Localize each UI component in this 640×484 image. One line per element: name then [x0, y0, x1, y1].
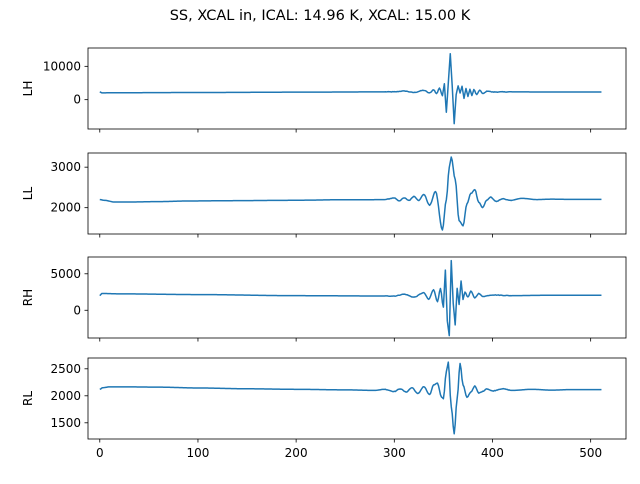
- series-line-RH: [99, 259, 602, 337]
- y-tick-label-LH: 0: [73, 93, 81, 107]
- x-tick-label: 300: [383, 446, 406, 460]
- y-tick-label-RL: 2000: [50, 389, 81, 403]
- axes-frame-RL: [87, 357, 627, 440]
- y-tick-label-RH: 5000: [50, 267, 81, 281]
- x-tick-label: 0: [96, 446, 104, 460]
- y-tick-label-RL: 2500: [50, 362, 81, 376]
- x-tick-label: 500: [579, 446, 602, 460]
- x-tick-label: 200: [285, 446, 308, 460]
- x-tick-label: 400: [481, 446, 504, 460]
- axes-frame-LH: [87, 47, 627, 130]
- series-line-RL: [99, 361, 602, 435]
- y-axis-label-LH: LH: [21, 81, 35, 97]
- axes-frame-RH: [87, 256, 627, 339]
- y-axis-label-RH: RH: [21, 289, 35, 306]
- y-tick-label-LL: 3000: [50, 160, 81, 174]
- x-tick-label: 100: [187, 446, 210, 460]
- axes-frame-LL: [87, 152, 627, 235]
- figure-title: SS, XCAL in, ICAL: 14.96 K, XCAL: 15.00 …: [169, 8, 471, 24]
- y-tick-label-RL: 1500: [50, 416, 81, 430]
- series-line-LL: [99, 156, 602, 231]
- y-axis-label-LL: LL: [21, 187, 35, 201]
- y-axis-label-RL: RL: [21, 391, 35, 406]
- series-line-LH: [99, 52, 602, 125]
- y-tick-label-RH: 0: [73, 303, 81, 317]
- y-tick-label-LL: 2000: [50, 201, 81, 215]
- y-tick-label-LH: 10000: [43, 59, 81, 73]
